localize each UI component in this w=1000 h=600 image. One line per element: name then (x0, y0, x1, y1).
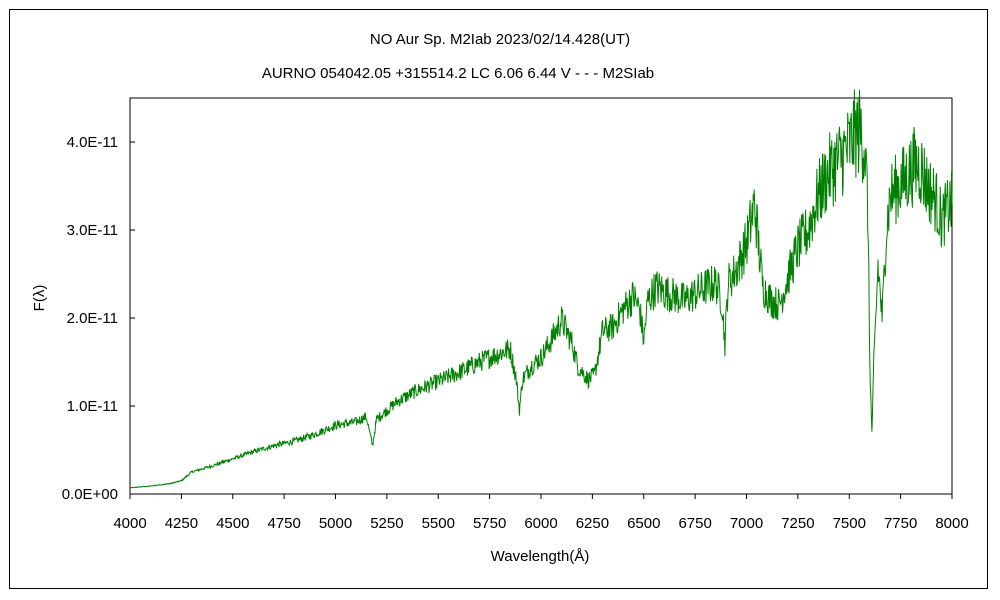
x-tick-label: 6000 (524, 515, 557, 532)
x-axis-label: Wavelength(Å) (491, 548, 590, 565)
x-tick-label: 8000 (935, 515, 968, 532)
x-tick-label: 5000 (319, 515, 352, 532)
x-tick-label: 6250 (576, 515, 609, 532)
x-tick-label: 7250 (781, 515, 814, 532)
x-tick-label: 4750 (267, 515, 300, 532)
series-layer (129, 89, 953, 489)
x-tick-label: 5750 (473, 515, 506, 532)
x-tick-label: 6750 (678, 515, 711, 532)
x-tick-label: 4000 (113, 515, 146, 532)
x-tick-label: 7750 (884, 515, 917, 532)
y-axis: 0.0E+00 1.0E-11 2.0E-11 3.0E-11 4.0E-11 (62, 134, 135, 503)
x-tick-label: 4250 (165, 515, 198, 532)
chart-title: NO Aur Sp. M2Iab 2023/02/14.428(UT) (370, 31, 630, 48)
x-tick-label: 5500 (422, 515, 455, 532)
x-tick-label: 7000 (730, 515, 763, 532)
x-tick-label: 4500 (216, 515, 249, 532)
y-tick-label: 0.0E+00 (62, 486, 118, 503)
y-axis-label: F(λ) (31, 285, 48, 312)
x-tick-label: 7500 (833, 515, 866, 532)
chart-subtitle: AURNO 054042.05 +315514.2 LC 6.06 6.44 V… (262, 65, 654, 82)
y-tick-label: 2.0E-11 (67, 310, 118, 327)
x-axis: 4000 4250 4500 4750 5000 5250 5500 5750 6000 6250… (113, 494, 969, 532)
plot-area (129, 97, 953, 495)
y-tick-label: 3.0E-11 (67, 222, 118, 239)
x-tick-label: 6500 (627, 515, 660, 532)
x-tick-label: 5250 (370, 515, 403, 532)
y-tick-label: 1.0E-11 (67, 398, 118, 415)
y-tick-label: 4.0E-11 (67, 134, 118, 151)
spectrum-series-line (129, 89, 953, 489)
